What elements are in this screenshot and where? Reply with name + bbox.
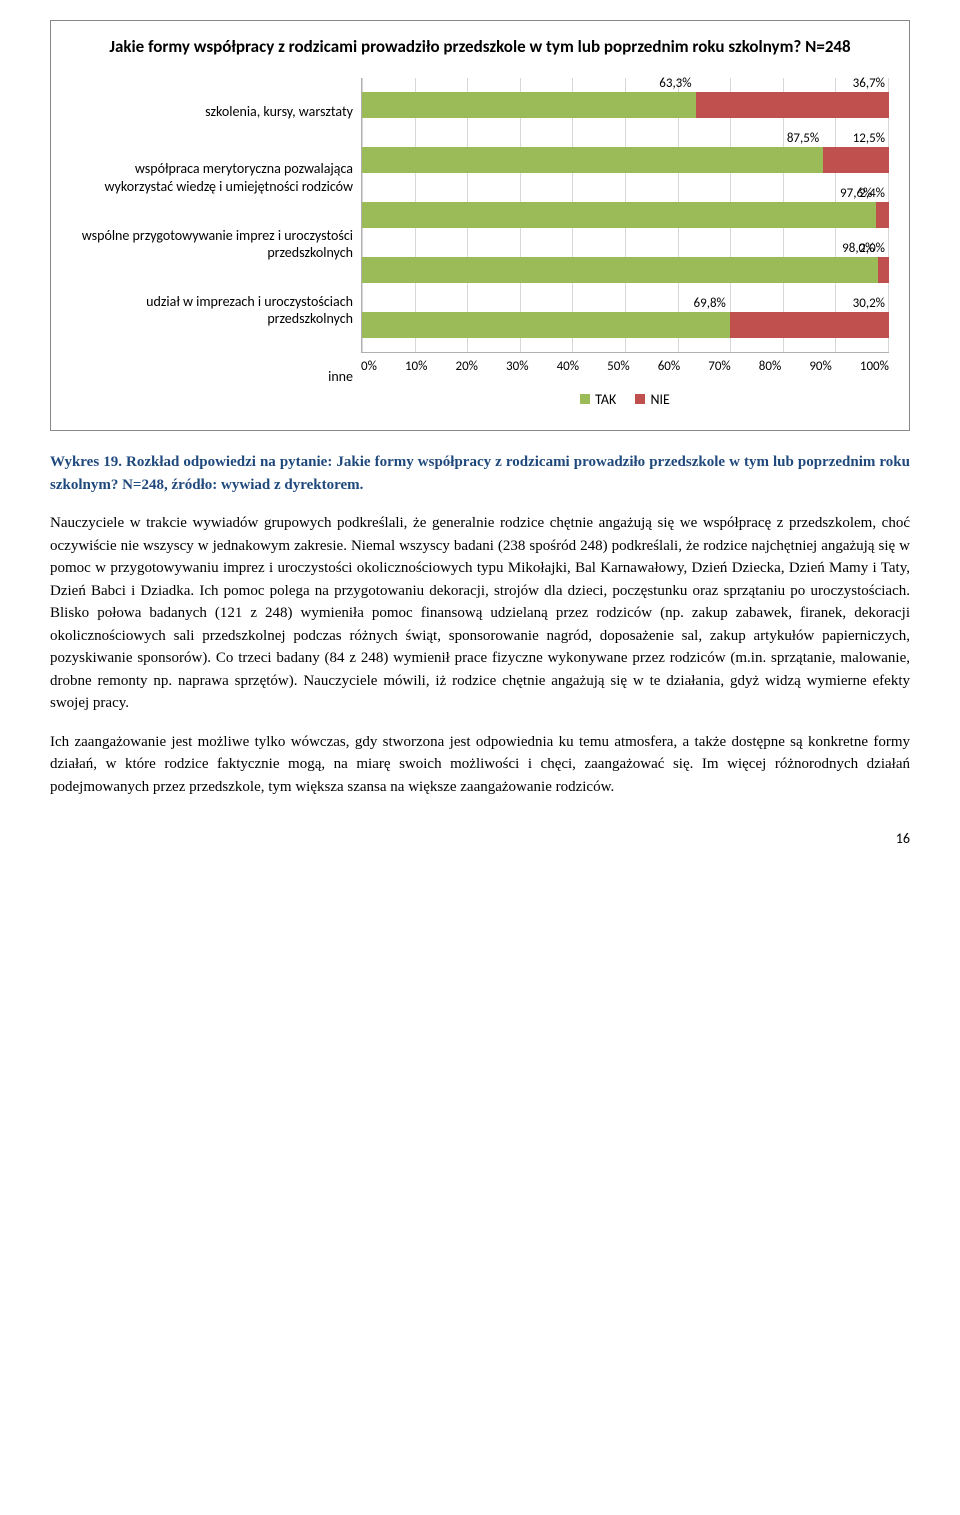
y-axis-labels: szkolenia, kursy, warsztaty współpraca m… (71, 78, 361, 410)
x-tick: 80% (759, 357, 781, 377)
figure-caption: Wykres 19. Rozkład odpowiedzi na pytanie… (50, 451, 910, 496)
bar-value-label: 69,8% (694, 294, 726, 314)
bar-segment-nie: 36,7% (696, 92, 889, 118)
x-tick: 100% (860, 357, 889, 377)
bar-segment-nie: 2,4% (876, 202, 889, 228)
x-tick: 70% (708, 357, 730, 377)
page-number: 16 (50, 828, 910, 849)
bar-value-label: 63,3% (659, 74, 691, 94)
bar-row: 97,6%2,4% (362, 202, 889, 228)
y-label: inne (71, 349, 353, 404)
x-tick: 90% (809, 357, 831, 377)
legend-label: TAK (595, 389, 616, 410)
y-label: szkolenia, kursy, warsztaty (71, 84, 353, 139)
caption-label: Wykres 19. (50, 454, 122, 470)
legend: TAK NIE (361, 389, 889, 411)
swatch-nie (635, 394, 645, 404)
x-tick: 60% (658, 357, 680, 377)
bar-value-label: 30,2% (853, 294, 885, 314)
bar-row: 87,5%12,5% (362, 147, 889, 173)
legend-item-tak: TAK (580, 389, 616, 410)
chart-container: Jakie formy współpracy z rodzicami prowa… (50, 20, 910, 431)
bar-value-label: 12,5% (853, 129, 885, 149)
legend-label: NIE (650, 389, 669, 410)
bars: 63,3%36,7%87,5%12,5%97,6%2,4%98,0%2,0%69… (362, 78, 889, 352)
paragraph: Ich zaangażowanie jest możliwe tylko wów… (50, 731, 910, 799)
bar-value-label: 2,0% (859, 239, 885, 259)
plot-area: 63,3%36,7%87,5%12,5%97,6%2,4%98,0%2,0%69… (361, 78, 889, 410)
y-label: udział w imprezach i uroczystościach prz… (71, 283, 353, 338)
caption-text: Rozkład odpowiedzi na pytanie: Jakie for… (50, 454, 910, 493)
x-tick: 50% (607, 357, 629, 377)
paragraph: Nauczyciele w trakcie wywiadów grupowych… (50, 512, 910, 715)
bar-segment-nie: 12,5% (823, 147, 889, 173)
x-tick: 30% (506, 357, 528, 377)
x-tick: 20% (456, 357, 478, 377)
bar-segment-tak: 97,6% (362, 202, 876, 228)
bar-row: 63,3%36,7% (362, 92, 889, 118)
y-label: wspólne przygotowywanie imprez i uroczys… (71, 217, 353, 272)
swatch-tak (580, 394, 590, 404)
bar-value-label: 36,7% (853, 74, 885, 94)
bar-row: 69,8%30,2% (362, 312, 889, 338)
bar-value-label: 87,5% (787, 129, 819, 149)
bar-segment-nie: 30,2% (730, 312, 889, 338)
x-tick: 10% (405, 357, 427, 377)
bar-segment-tak: 98,0% (362, 257, 878, 283)
x-axis: 0% 10% 20% 30% 40% 50% 60% 70% 80% 90% 1… (361, 357, 889, 377)
bars-wrap: 63,3%36,7%87,5%12,5%97,6%2,4%98,0%2,0%69… (361, 78, 889, 353)
chart-body: szkolenia, kursy, warsztaty współpraca m… (71, 78, 889, 410)
bar-segment-tak: 87,5% (362, 147, 823, 173)
x-tick: 40% (557, 357, 579, 377)
chart-title: Jakie formy współpracy z rodzicami prowa… (71, 36, 889, 58)
bar-segment-tak: 63,3% (362, 92, 696, 118)
bar-segment-nie: 2,0% (878, 257, 889, 283)
bar-value-label: 2,4% (859, 184, 885, 204)
y-label: współpraca merytoryczna pozwalająca wyko… (71, 150, 353, 205)
x-tick: 0% (361, 357, 377, 377)
legend-item-nie: NIE (635, 389, 669, 410)
bar-row: 98,0%2,0% (362, 257, 889, 283)
bar-segment-tak: 69,8% (362, 312, 730, 338)
